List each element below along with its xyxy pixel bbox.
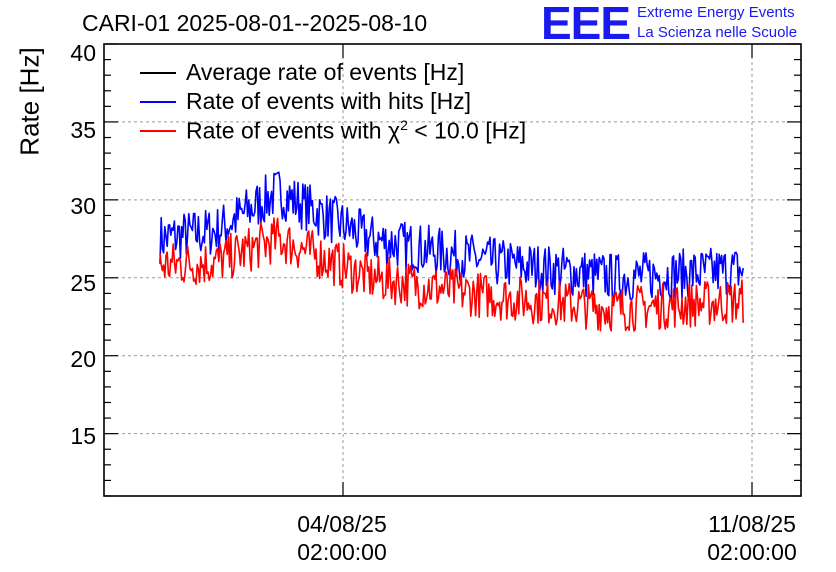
logo-text: Extreme Energy Events La Scienza nelle S… <box>637 3 797 43</box>
series-chi2-line <box>159 217 744 332</box>
series-hits-line <box>159 171 744 302</box>
logo-line-1: Extreme Energy Events <box>637 4 795 21</box>
y-tick-label: 30 <box>70 193 96 219</box>
plot-frame <box>103 43 802 497</box>
legend-swatch-black <box>140 71 176 74</box>
axes <box>103 43 802 497</box>
series-line <box>159 217 744 332</box>
y-tick-label: 15 <box>70 423 96 449</box>
legend-entry-chi2: Rate of events with χ2 < 10.0 [Hz] <box>140 116 526 145</box>
x-tick-date: 04/08/25 <box>297 511 387 537</box>
legend: Average rate of events [Hz] Rate of even… <box>140 58 526 145</box>
legend-label-post: < 10.0 [Hz] <box>407 117 527 144</box>
x-tick-time: 02:00:00 <box>297 539 387 565</box>
x-tick-date: 11/08/25 <box>708 511 796 537</box>
x-tick-label-2: 11/08/25 02:00:00 <box>682 510 822 566</box>
y-tick-label: 20 <box>70 346 96 372</box>
legend-label: Rate of events with χ2 < 10.0 [Hz] <box>186 117 526 145</box>
legend-label-chi: Rate of events with χ <box>186 117 401 144</box>
y-axis-label: Rate [Hz] <box>14 47 45 156</box>
legend-entry-average: Average rate of events [Hz] <box>140 58 526 87</box>
legend-label: Rate of events with hits [Hz] <box>186 88 472 114</box>
y-tick-label: 35 <box>70 117 96 143</box>
legend-entry-hits: Rate of events with hits [Hz] <box>140 87 526 116</box>
legend-swatch-blue <box>140 100 176 103</box>
chart-title: CARI-01 2025-08-01--2025-08-10 <box>82 10 428 36</box>
legend-label-sup: 2 <box>400 116 408 133</box>
series-line <box>159 171 744 302</box>
legend-label: Average rate of events [Hz] <box>186 59 465 85</box>
y-tick-label: 40 <box>70 40 96 66</box>
x-tick-label-1: 04/08/25 02:00:00 <box>272 510 412 566</box>
logo-line-2: La Scienza nelle Scuole <box>637 24 798 41</box>
eee-logo: EEE <box>541 0 631 49</box>
y-tick-label: 25 <box>70 270 96 296</box>
legend-swatch-red <box>140 129 176 132</box>
x-tick-time: 02:00:00 <box>707 539 797 565</box>
